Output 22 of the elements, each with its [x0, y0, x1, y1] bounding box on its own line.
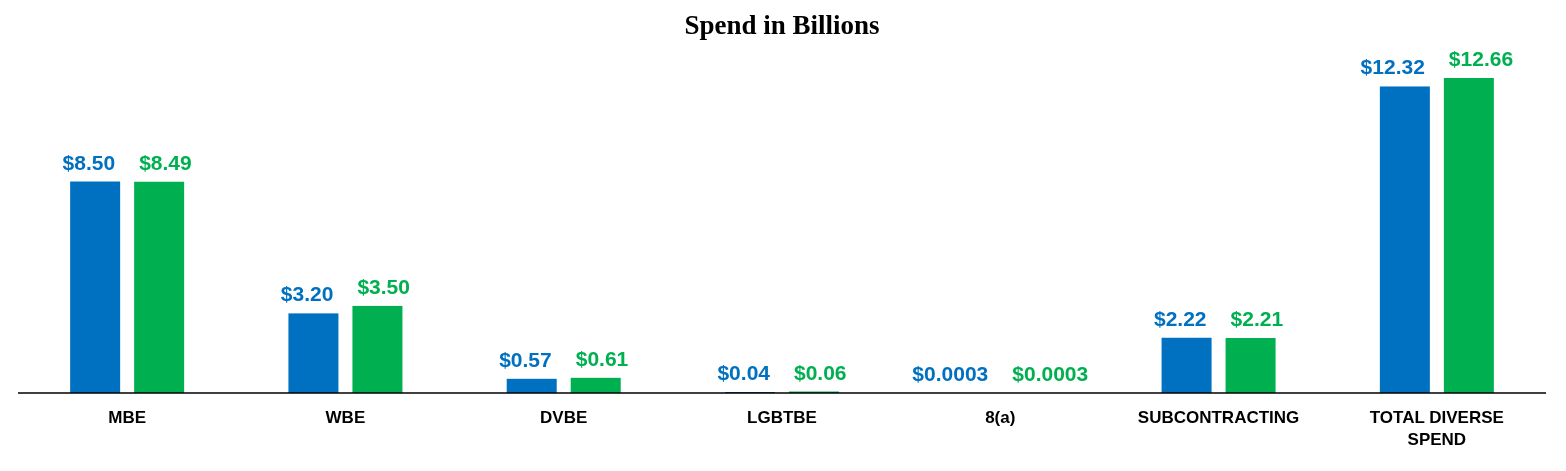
data-label: $0.04 [717, 361, 771, 384]
x-tick-label: MBE [108, 408, 147, 427]
data-label: $0.57 [499, 347, 552, 371]
data-label: $0.0003 [912, 361, 989, 385]
data-label: $12.66 [1448, 47, 1514, 70]
x-tick-label: SUBCONTRACTING [1137, 408, 1300, 427]
data-label: $3.20 [280, 282, 334, 306]
x-tick-label: 8(a) [985, 408, 1016, 427]
chart-title: Spend in Billions [684, 10, 880, 40]
data-label: $2.22 [1154, 306, 1207, 330]
data-label: $2.21 [1230, 307, 1284, 331]
data-label: $12.32 [1360, 55, 1425, 79]
data-label: $0.61 [575, 346, 629, 370]
x-tick-label: LGBTBE [747, 408, 817, 427]
data-label: $0.06 [794, 360, 847, 384]
data-label: $3.50 [357, 274, 410, 298]
data-label: $0.0003 [1012, 361, 1089, 385]
x-tick-label: WBE [325, 408, 366, 427]
x-tick-label: TOTAL DIVERSE SPEND [1369, 408, 1504, 449]
data-label: $8.49 [139, 150, 192, 174]
data-label: $8.50 [62, 150, 116, 174]
x-tick-label: DVBE [540, 408, 588, 427]
